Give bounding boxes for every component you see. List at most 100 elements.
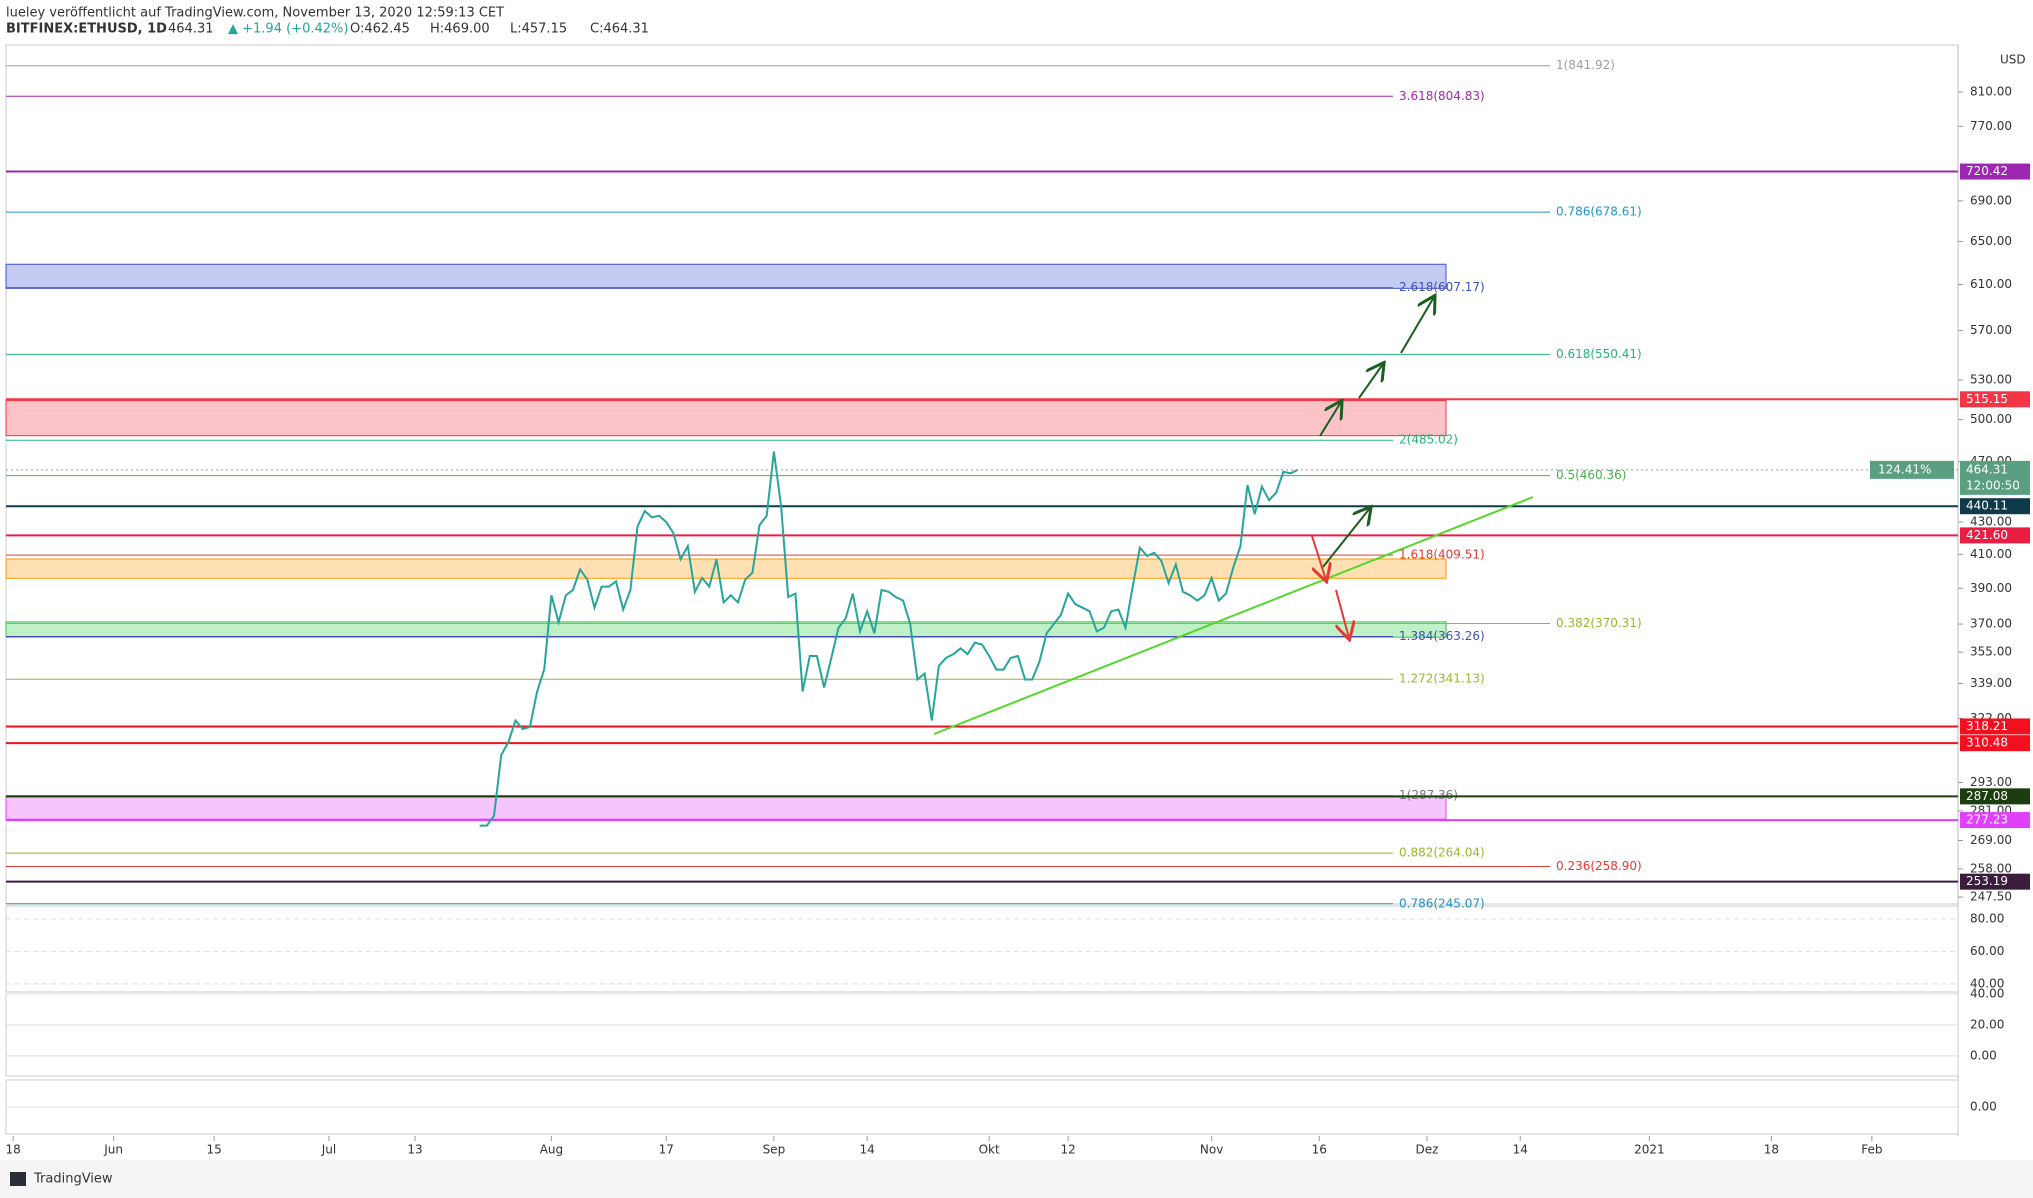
footer-bar [0,1160,2033,1198]
zone [5,796,1447,820]
y-tick-label: 650.00 [1970,234,2012,248]
pane-tick-label: 40.00 [1970,976,2004,990]
fib-label: 1.384(363.26) [1399,629,1485,643]
x-tick-label: 14 [1513,1143,1528,1157]
level-tag-label: 440.11 [1966,499,2008,513]
x-tick-label: 13 [407,1143,422,1157]
fib-label: 0.786(678.61) [1556,205,1642,219]
low: L:457.15 [510,22,567,37]
arrow-up [1400,297,1434,354]
level-tag-label: 720.42 [1966,164,2008,178]
fib-label: 3.618(804.83) [1399,89,1485,103]
zone [5,400,1447,437]
x-tick-label: 15 [206,1143,221,1157]
pane-tick-label: 0.00 [1970,1100,1997,1114]
level-tag [1960,812,2030,829]
indicator-pane [5,905,1959,993]
fib-label: 1.272(341.13) [1399,672,1485,686]
pane-tick-label: 40.00 [1970,987,2004,1001]
high: H:469.00 [430,22,490,37]
y-tick-label: 500.00 [1970,412,2012,426]
symbol: BITFINEX:ETHUSD, 1D [6,22,167,37]
open: O:462.45 [350,22,410,37]
change: ▲ +1.94 (+0.42%) [228,22,348,37]
pane-tick-label: 0.00 [1970,1048,1997,1062]
y-tick-label: 570.00 [1970,323,2012,337]
last-tag [1960,460,2030,495]
zone [5,558,1447,579]
fib-label: 2.618(607.17) [1399,280,1485,294]
level-tag-label: 287.08 [1966,789,2008,803]
arrow-down [1311,535,1326,580]
y-tick-label: 258.00 [1970,861,2012,875]
arrow-down [1335,589,1349,638]
change-tag [1870,460,1954,479]
x-tick-label: 2021 [1634,1143,1665,1157]
level-tag [1960,788,2030,805]
currency: USD [2000,53,2026,67]
y-tick-label: 293.00 [1970,775,2012,789]
trendline [933,496,1534,735]
arrow-up [1358,364,1383,399]
y-tick-label: 247.50 [1970,890,2012,904]
x-tick-label: Aug [540,1143,563,1157]
zone [5,263,1447,289]
logo [10,1172,26,1186]
y-tick-label: 269.00 [1970,833,2012,847]
level-tag-label: 515.15 [1966,392,2008,406]
y-tick-label: 410.00 [1970,547,2012,561]
fib-label: 1.618(409.51) [1399,548,1485,562]
level-tag [1960,163,2030,180]
published: lueley veröffentlicht auf TradingView.co… [6,6,504,21]
x-tick-label: 17 [659,1143,674,1157]
x-tick-label: Sep [763,1143,786,1157]
x-tick-label: Nov [1200,1143,1223,1157]
x-tick-label: Feb [1861,1143,1882,1157]
level-tag [1960,873,2030,890]
fib-label: 0.382(370.31) [1556,616,1642,630]
y-tick-label: 610.00 [1970,277,2012,291]
pane-tick-label: 80.00 [1970,911,2004,925]
level-tag [1960,498,2030,515]
fib-label: 0.5(460.36) [1556,468,1626,482]
y-tick-label: 810.00 [1970,84,2012,98]
y-tick-label: 355.00 [1970,645,2012,659]
y-tick-label: 370.00 [1970,617,2012,631]
x-tick-label: Jun [103,1143,123,1157]
last-tag-label: 464.31 [1966,462,2008,476]
level-tag-label: 421.60 [1966,528,2008,542]
x-tick-label: Dez [1415,1143,1438,1157]
y-tick-label: 390.00 [1970,581,2012,595]
x-tick-label: Okt [979,1143,1000,1157]
zone [5,621,1447,638]
price-line [479,451,1299,827]
fib-label: 1(841.92) [1556,58,1615,72]
main-pane [5,44,1959,905]
level-tag-label: 277.23 [1966,813,2008,827]
y-tick-label: 339.00 [1970,676,2012,690]
indicator-pane [5,993,1959,1077]
last: 464.31 [168,22,214,37]
level-tag-label: 253.19 [1966,874,2008,888]
y-tick-label: 430.00 [1970,514,2012,528]
pane-tick-label: 60.00 [1970,944,2004,958]
x-tick-label: 16 [1312,1143,1327,1157]
level-tag [1960,735,2030,752]
fib-label: 1(287.36) [1399,788,1458,802]
fib-label: 0.236(258.90) [1556,859,1642,873]
level-tag [1960,391,2030,408]
fib-label: 0.882(264.04) [1399,846,1485,860]
footer: TradingView [33,1172,113,1187]
level-tag [1960,527,2030,544]
pane-tick-label: 20.00 [1970,1017,2004,1031]
x-tick-label: 14 [860,1143,875,1157]
arrow-up [1322,508,1370,568]
y-tick-label: 690.00 [1970,193,2012,207]
y-tick-label: 530.00 [1970,373,2012,387]
change-tag-label: 124.41% [1878,462,1931,476]
x-tick-label: 18 [6,1143,21,1157]
x-tick-label: 12 [1060,1143,1075,1157]
y-tick-label: 770.00 [1970,119,2012,133]
